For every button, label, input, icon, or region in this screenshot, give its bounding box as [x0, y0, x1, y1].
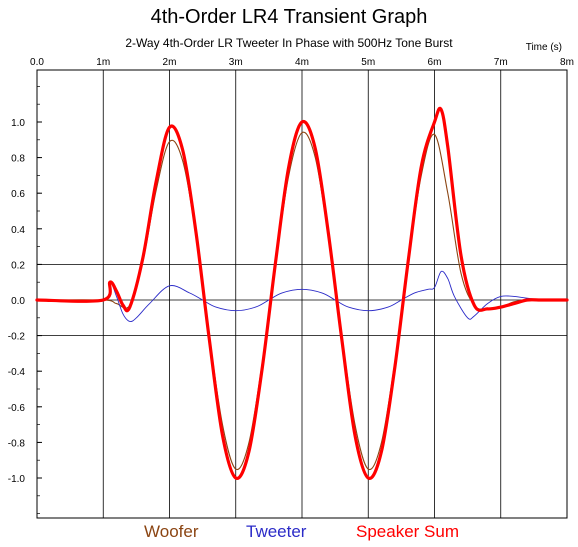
y-tick-label: -0.6 — [8, 403, 26, 414]
series-line-speaker-sum — [35, 106, 569, 480]
chart-title: 4th-Order LR4 Transient Graph — [150, 6, 428, 28]
chart-subtitle: 2-Way 4th-Order LR Tweeter In Phase with… — [125, 36, 453, 50]
legend-speaker-sum: Speaker Sum — [356, 522, 459, 541]
y-tick-label: -1.0 — [8, 474, 26, 485]
y-tick-label: 0.0 — [11, 296, 25, 307]
x-axis-label: Time (s) — [525, 42, 562, 53]
x-tick-label: 8m — [560, 57, 574, 68]
x-tick-label: 2m — [163, 57, 177, 68]
x-tick-label: 0.0 — [30, 57, 44, 68]
series-line-tweeter — [36, 270, 568, 322]
y-tick-label: 0.4 — [11, 225, 25, 236]
y-tick-label: -0.8 — [8, 438, 26, 449]
y-tick-label: 0.8 — [11, 154, 25, 165]
x-tick-label: 5m — [361, 57, 375, 68]
legend-tweeter: Tweeter — [246, 522, 307, 541]
y-tick-label: 0.6 — [11, 189, 25, 200]
x-tick-label: 6m — [428, 57, 442, 68]
y-tick-label: -0.4 — [8, 367, 26, 378]
y-tick-label: 0.2 — [11, 260, 25, 271]
x-tick-label: 7m — [494, 57, 508, 68]
y-tick-label: 1.0 — [11, 118, 25, 129]
x-tick-label: 3m — [229, 57, 243, 68]
x-tick-label: 1m — [96, 57, 110, 68]
x-tick-label: 4m — [295, 57, 309, 68]
y-tick-label: -0.2 — [8, 332, 26, 343]
legend-woofer: Woofer — [144, 522, 199, 541]
